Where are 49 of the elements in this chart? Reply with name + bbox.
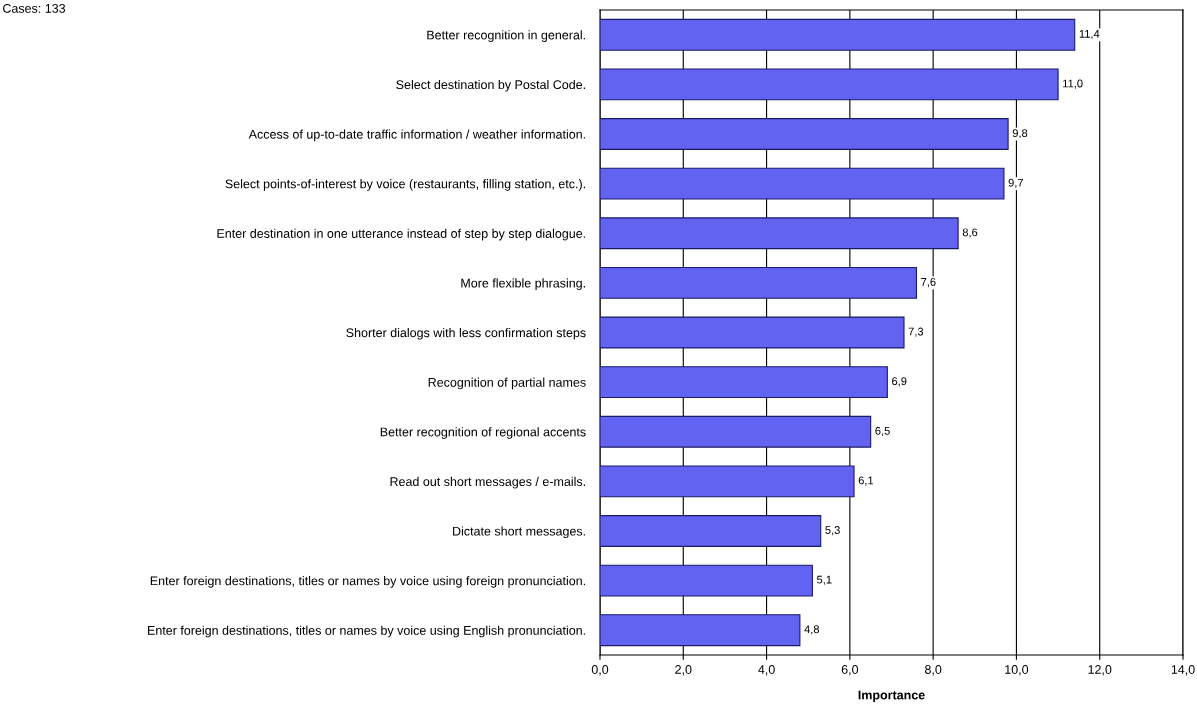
y-tick-label: Better recognition of regional accents (380, 427, 586, 439)
data-label: 11,0 (1063, 79, 1083, 89)
y-tick-label: Enter foreign destinations, titles or names by voice using foreign pronunciation. (150, 576, 585, 588)
data-label: 7,6 (921, 278, 936, 288)
y-tick-label: Select destination by Postal Code. (396, 79, 585, 92)
data-label: 5,1 (816, 575, 832, 585)
y-tick-label: Recognition of partial names (428, 377, 586, 390)
data-label: 8,6 (962, 228, 978, 238)
y-tick-label: Access of up-to-date traffic information / weather information. (248, 129, 585, 142)
x-tick-label: 0,0 (591, 665, 609, 676)
y-tick-label: Dictate short messages. (453, 526, 585, 539)
bar (600, 266, 918, 299)
x-tick-label: 8,0 (925, 665, 942, 676)
y-tick-label: Better recognition in general. (427, 30, 585, 42)
bar (600, 118, 1009, 150)
bar (600, 515, 822, 547)
bar (600, 366, 888, 399)
y-tick-label: Shorter dialogs with less confirmation steps (346, 327, 586, 340)
data-label: 9,8 (1012, 129, 1028, 139)
y-tick-label: Enter destination in one utterance instead of step by step dialogue. (217, 228, 585, 241)
bar (600, 465, 855, 498)
data-label: 6,1 (858, 476, 874, 486)
text: Cases: 133 (3, 3, 66, 13)
bar (600, 564, 813, 597)
x-tick-label: 14,0 (1171, 665, 1195, 676)
y-tick-label: Read out short messages / e-mails. (390, 476, 585, 489)
x-tick-label: 6,0 (841, 665, 859, 676)
data-label: 7,3 (908, 327, 924, 337)
data-label: 11,4 (1079, 30, 1100, 40)
data-label: 9,7 (1008, 178, 1023, 188)
data-label: 5,3 (825, 526, 840, 536)
x-tick-label: 2,0 (675, 665, 692, 676)
bar (600, 316, 905, 349)
y-tick-label: More flexible phrasing. (461, 278, 585, 291)
bar (600, 68, 1059, 101)
data-label: 6,9 (892, 377, 907, 387)
data-label: 4,8 (804, 625, 820, 635)
x-axis-title: Importance (858, 690, 925, 702)
bar (600, 217, 959, 250)
y-tick-label: Select points-of-interest by voice (restaurants, filling station, etc.). (225, 179, 585, 191)
bar (600, 18, 1076, 51)
x-tick-label: 10,0 (1005, 665, 1029, 676)
bar (600, 167, 1005, 200)
y-tick-label: Enter foreign destinations, titles or names by voice using English pronunciation. (148, 625, 585, 638)
bar (600, 614, 801, 647)
x-tick-label: 12,0 (1088, 665, 1112, 676)
data-label: 6,5 (875, 426, 890, 437)
x-tick-label: 4,0 (758, 665, 775, 676)
bar (600, 415, 872, 448)
